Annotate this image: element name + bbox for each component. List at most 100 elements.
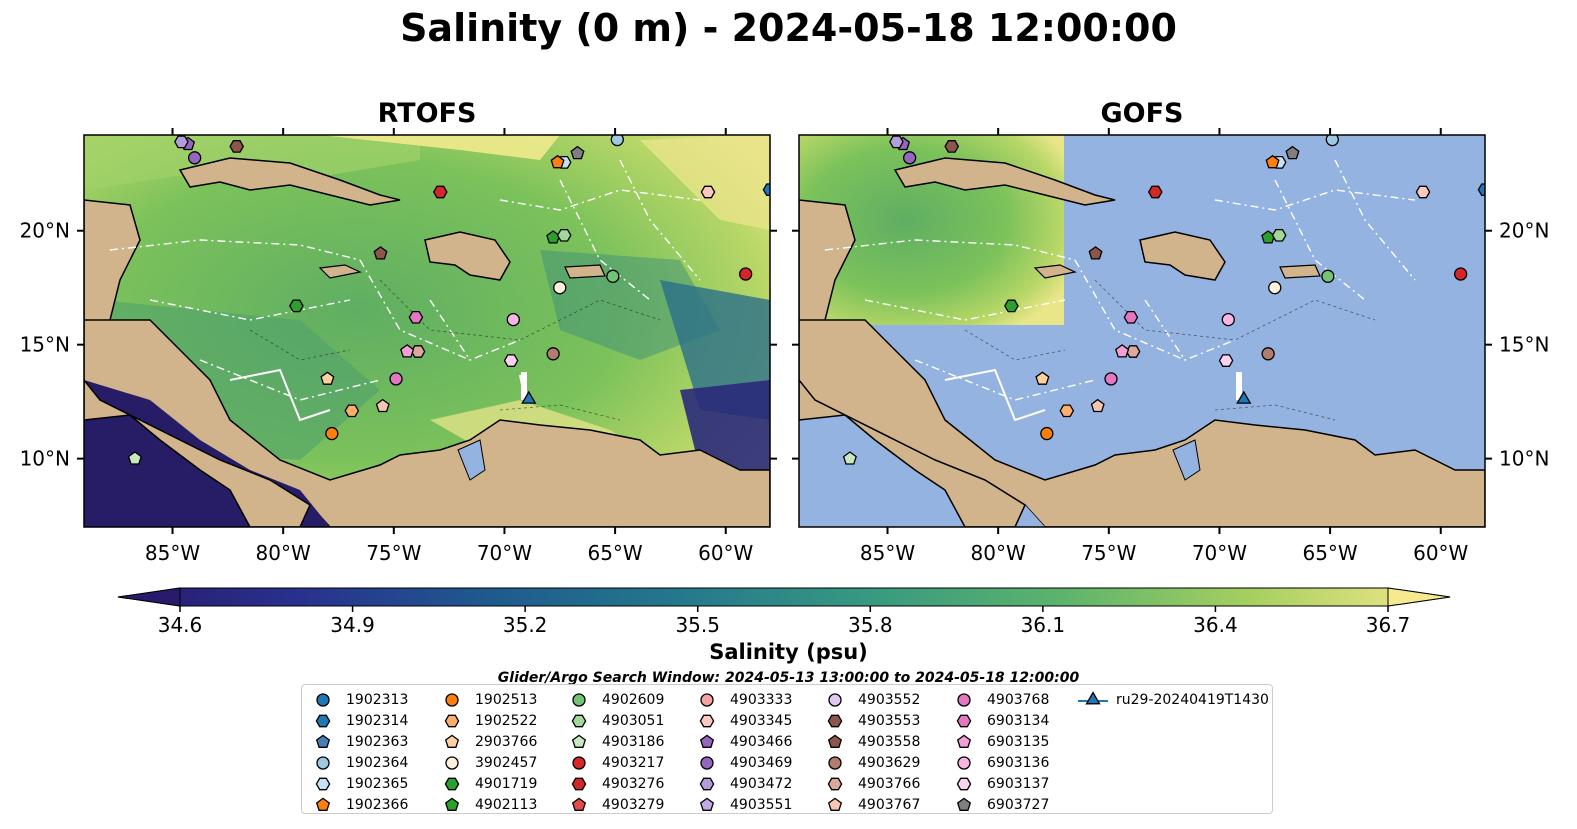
legend-item: 6903727 [949, 794, 1049, 815]
legend-item: 4903629 [820, 752, 920, 773]
legend-marker-icon [827, 714, 843, 727]
legend-label: 4903051 [602, 712, 665, 729]
legend-marker-icon [699, 734, 715, 748]
x-tick-label: 70°W [1192, 541, 1247, 565]
colorbar-tick-label: 35.8 [848, 613, 893, 637]
legend-marker-icon [315, 777, 331, 790]
figure-title: Salinity (0 m) - 2024-05-18 12:00:00 [400, 6, 1177, 50]
y-tick-label: 20°N [1499, 219, 1549, 243]
float-marker-1902366 [1265, 154, 1280, 169]
legend-item: 6903136 [949, 752, 1049, 773]
legend-column: 4903333 4903345 4903466 4903469 4903472 49035… [692, 689, 792, 815]
float-marker-4902609 [606, 269, 620, 283]
float-marker-4903217 [1454, 267, 1468, 281]
legend: 1902313 1902314 1902363 1902364 1902365 19023… [301, 684, 1273, 814]
legend-marker-icon [444, 714, 460, 727]
legend-marker-icon [445, 692, 459, 707]
float-marker-4903345 [700, 185, 716, 199]
legend-column: 1902313 1902314 1902363 1902364 1902365 19023… [308, 689, 408, 815]
legend-item: 1902522 [437, 710, 537, 731]
legend-marker-icon [572, 755, 586, 770]
float-marker-4903768 [389, 372, 403, 386]
x-tick-label: 60°W [698, 541, 753, 565]
colorbar-tick-label: 36.4 [1193, 613, 1238, 637]
float-marker-4903558 [1088, 246, 1103, 260]
legend-item: 4903186 [564, 731, 664, 752]
legend-label: 4903768 [987, 691, 1050, 708]
float-marker-1902314 [762, 183, 770, 197]
float-marker-6903136 [1221, 312, 1235, 327]
legend-item: 4903766 [820, 773, 920, 794]
legend-item: 1902314 [308, 710, 408, 731]
legend-label: 1902364 [346, 754, 409, 771]
legend-marker-icon [957, 692, 971, 707]
float-marker-4901719 [289, 299, 304, 313]
colorbar-tick-label: 36.7 [1366, 613, 1411, 637]
legend-marker-icon [827, 777, 843, 790]
legend-marker-icon [957, 755, 971, 770]
legend-marker-icon [699, 797, 715, 811]
legend-marker-icon [700, 692, 714, 707]
float-marker-6903134 [408, 310, 424, 324]
float-marker-6903727 [570, 145, 585, 160]
legend-label: 4903279 [602, 796, 665, 813]
legend-item: 1902363 [308, 731, 408, 752]
float-marker-4903767 [1090, 398, 1105, 413]
float-marker-4903629 [546, 347, 560, 361]
legend-marker-icon [956, 734, 972, 748]
x-tick-label: 65°W [1302, 541, 1357, 565]
map-axis-ticks: 85°W 80°W 75°W 70°W 65°W 60°W 20°N 15°N 10°N 85°W… [20, 128, 1549, 565]
legend-item: 4903279 [564, 794, 664, 815]
float-marker-1902364 [610, 135, 624, 147]
legend-column: 4903768 6903134 6903135 6903136 6903137 69037… [949, 689, 1049, 815]
legend-label: 4903766 [858, 775, 921, 792]
legend-marker-icon [1078, 690, 1108, 704]
legend-item: 4903217 [564, 752, 664, 773]
legend-label: 4903217 [602, 754, 665, 771]
legend-label: 1902522 [475, 712, 538, 729]
float-marker-4903629 [1261, 347, 1275, 361]
legend-label: 6903136 [987, 754, 1050, 771]
x-tick-label: 70°W [477, 541, 532, 565]
legend-label: 1902513 [475, 691, 538, 708]
legend-item: 4903552 [820, 689, 920, 710]
float-marker-1902366 [550, 154, 565, 169]
legend-marker-icon [827, 734, 843, 748]
x-tick-label: 60°W [1413, 541, 1468, 565]
legend-item: 1902313 [308, 689, 408, 710]
legend-label: 4903767 [858, 796, 921, 813]
legend-label: 4903629 [858, 754, 921, 771]
gofs-map-panel [799, 135, 1485, 527]
float-marker-6903137 [1218, 354, 1234, 367]
float-marker-4903345 [1415, 185, 1431, 199]
legend-label: 1902313 [346, 691, 409, 708]
legend-marker-icon [700, 755, 714, 770]
legend-item: 4903472 [692, 773, 792, 794]
legend-label: 1902366 [346, 796, 409, 813]
legend-label: 4903552 [858, 691, 921, 708]
legend-marker-icon [315, 734, 331, 748]
legend-column: ru29-20240419T1430 [1078, 689, 1269, 710]
float-marker-4903051 [556, 228, 572, 242]
float-marker-1902513 [1040, 426, 1054, 441]
gofs-panel-title: GOFS [1100, 98, 1184, 129]
float-marker-4903217 [739, 267, 753, 281]
legend-label: 6903135 [987, 733, 1050, 750]
legend-item: 6903135 [949, 731, 1049, 752]
y-tick-label: 15°N [1499, 333, 1549, 357]
legend-marker-icon [316, 692, 330, 707]
legend-item: 4903276 [564, 773, 664, 794]
colorbar-tick-label: 34.9 [330, 613, 375, 637]
y-tick-label: 10°N [20, 447, 70, 471]
legend-marker-icon [571, 777, 587, 790]
legend-label: 4903553 [858, 712, 921, 729]
legend-label: 4903466 [730, 733, 793, 750]
float-marker-4903766 [410, 345, 426, 358]
x-tick-label: 85°W [145, 541, 200, 565]
x-tick-label: 85°W [860, 541, 915, 565]
search-window-note: Glider/Argo Search Window: 2024-05-13 13… [497, 670, 1080, 686]
legend-marker-icon [956, 777, 972, 790]
float-marker-4903558 [373, 246, 388, 260]
legend-label: 4903345 [730, 712, 793, 729]
